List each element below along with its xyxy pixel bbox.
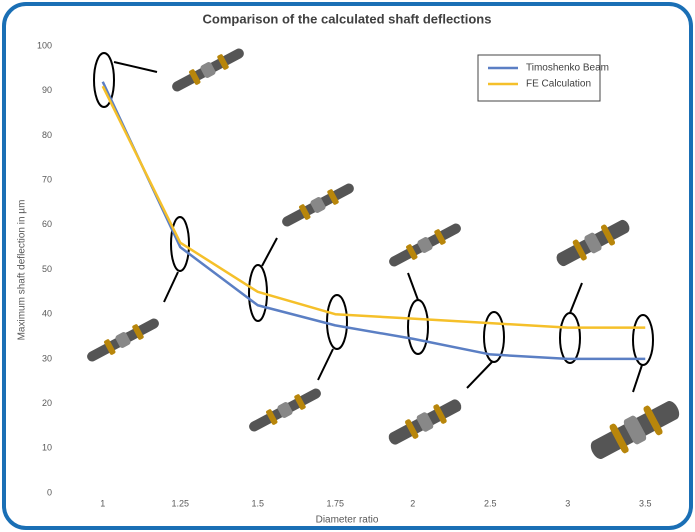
y-tick-label: 20: [42, 398, 52, 408]
legend-label: Timoshenko Beam: [526, 63, 609, 74]
y-tick-label: 60: [42, 219, 52, 229]
y-tick-label: 80: [42, 130, 52, 140]
x-tick-label: 2: [410, 498, 415, 508]
chart-title: Comparison of the calculated shaft defle…: [203, 11, 492, 26]
x-axis-label: Diameter ratio: [316, 515, 379, 526]
y-tick-label: 40: [42, 309, 52, 319]
y-tick-label: 0: [47, 487, 52, 497]
x-tick-label: 1.5: [251, 498, 264, 508]
x-tick-label: 2.5: [484, 498, 497, 508]
y-tick-label: 90: [42, 85, 52, 95]
y-tick-label: 30: [42, 353, 52, 363]
x-tick-label: 3.5: [639, 498, 652, 508]
x-tick-label: 3: [565, 498, 570, 508]
x-tick-label: 1.25: [171, 498, 189, 508]
x-tick-label: 1.75: [326, 498, 344, 508]
y-tick-label: 50: [42, 264, 52, 274]
x-tick-label: 1: [100, 498, 105, 508]
y-tick-label: 70: [42, 174, 52, 184]
y-axis-label: Maximum shaft deflection in µm: [17, 200, 28, 341]
legend-label: FE Calculation: [526, 79, 591, 90]
y-tick-label: 10: [42, 443, 52, 453]
chart: Comparison of the calculated shaft defle…: [0, 0, 695, 532]
y-tick-label: 100: [37, 40, 52, 50]
